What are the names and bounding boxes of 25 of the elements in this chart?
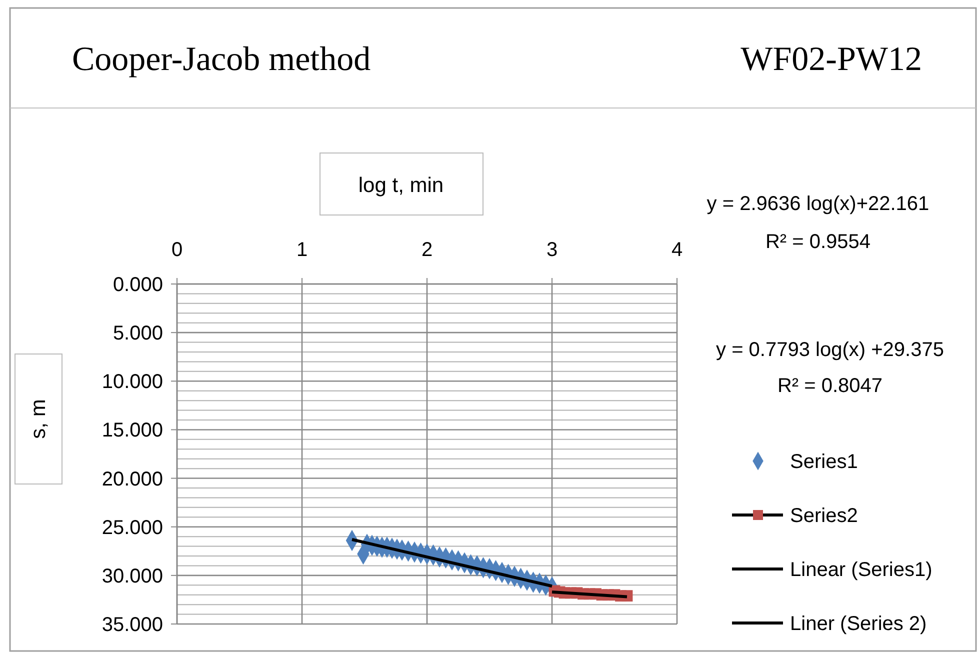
x-axis-title: log t, min <box>358 174 444 197</box>
text: y = 2.9636 log(x)+22.161 <box>706 193 930 215</box>
y-tick-label: 15.000 <box>102 420 163 442</box>
x-tick-label: 0 <box>171 239 183 261</box>
x-tick-label: 4 <box>671 239 683 261</box>
legend-label: Series2 <box>790 505 858 527</box>
text: y = 0.7793 log(x) +29.375 <box>716 339 944 361</box>
x-tick-label: 3 <box>546 239 558 261</box>
x-tick-label: 1 <box>296 239 308 261</box>
x-tick-label: 2 <box>421 239 433 261</box>
y-tick-label: 5.000 <box>112 322 163 345</box>
text: R² = 0.9554 <box>765 231 871 253</box>
text: R² = 0.8047 <box>777 375 883 397</box>
text: WF02-PW12 <box>740 41 922 78</box>
y-tick-label: 30.000 <box>102 565 163 588</box>
legend-label: Liner (Series 2) <box>790 613 927 635</box>
y-tick-label: 10.000 <box>102 371 163 394</box>
y-axis-title: s, m <box>27 399 50 439</box>
y-tick-label: 0.000 <box>112 274 163 296</box>
chart-title: Cooper-Jacob method <box>72 41 371 78</box>
y-tick-label: 25.000 <box>102 516 163 539</box>
y-tick-label: 35.000 <box>102 614 163 636</box>
legend-label: Linear (Series1) <box>790 559 932 581</box>
y-tick-label: 20.000 <box>102 468 163 490</box>
legend-label: Series1 <box>790 451 858 473</box>
